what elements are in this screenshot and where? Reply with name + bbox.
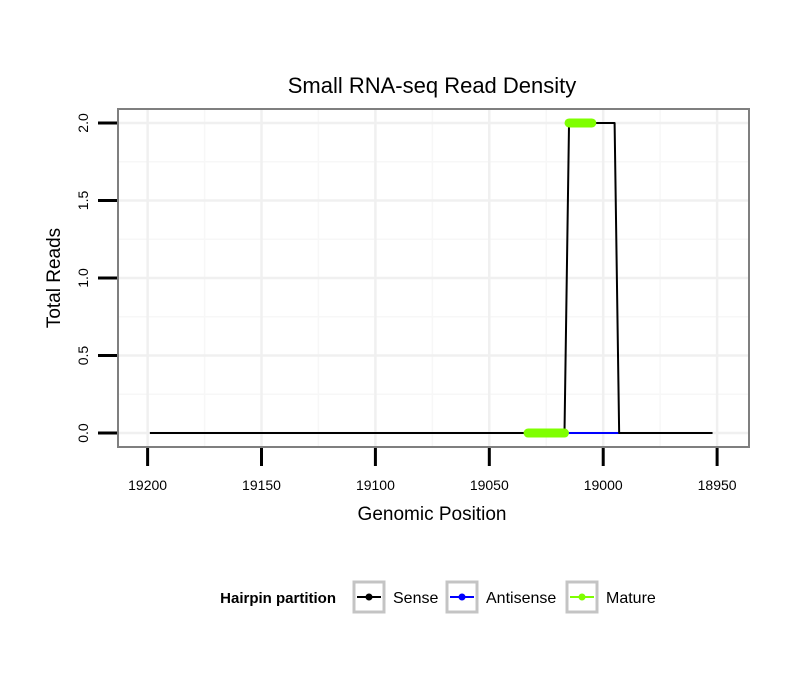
legend-item-antisense: Antisense: [445, 580, 556, 614]
x-tick-label: 19150: [242, 477, 281, 493]
x-axis: 19200 19150 19100 19050 19000 18950: [128, 448, 737, 493]
legend-item-sense: Sense: [352, 580, 438, 614]
y-tick-label: 2.0: [75, 113, 91, 133]
y-tick-label: 0.0: [75, 423, 91, 443]
y-tick-label: 1.5: [75, 191, 91, 211]
legend: Hairpin partition Sense Antisense Mature: [220, 580, 656, 614]
x-tick-label: 19000: [584, 477, 623, 493]
chart-title: Small RNA-seq Read Density: [288, 73, 577, 98]
legend-label-sense: Sense: [393, 590, 438, 607]
series-layer: [149, 118, 713, 438]
legend-item-mature: Mature: [565, 580, 656, 614]
legend-dot-antisense: [458, 593, 466, 601]
y-axis: 0.0 0.5 1.0 1.5 2.0: [75, 113, 117, 443]
x-axis-title: Genomic Position: [358, 504, 507, 525]
plot-panel-border: [117, 108, 750, 448]
y-tick-label: 1.0: [75, 268, 91, 288]
x-tick-label: 19200: [128, 477, 167, 493]
legend-dot-sense: [365, 593, 373, 601]
x-tick-label: 18950: [698, 477, 737, 493]
y-tick-label: 0.5: [75, 346, 91, 366]
legend-title: Hairpin partition: [220, 590, 336, 607]
x-tick-label: 19100: [356, 477, 395, 493]
legend-label-antisense: Antisense: [486, 590, 556, 607]
gridlines: [118, 109, 749, 447]
legend-label-mature: Mature: [606, 590, 656, 607]
legend-dot-mature: [578, 593, 586, 601]
x-tick-label: 19050: [470, 477, 509, 493]
y-axis-title: Total Reads: [44, 228, 65, 328]
